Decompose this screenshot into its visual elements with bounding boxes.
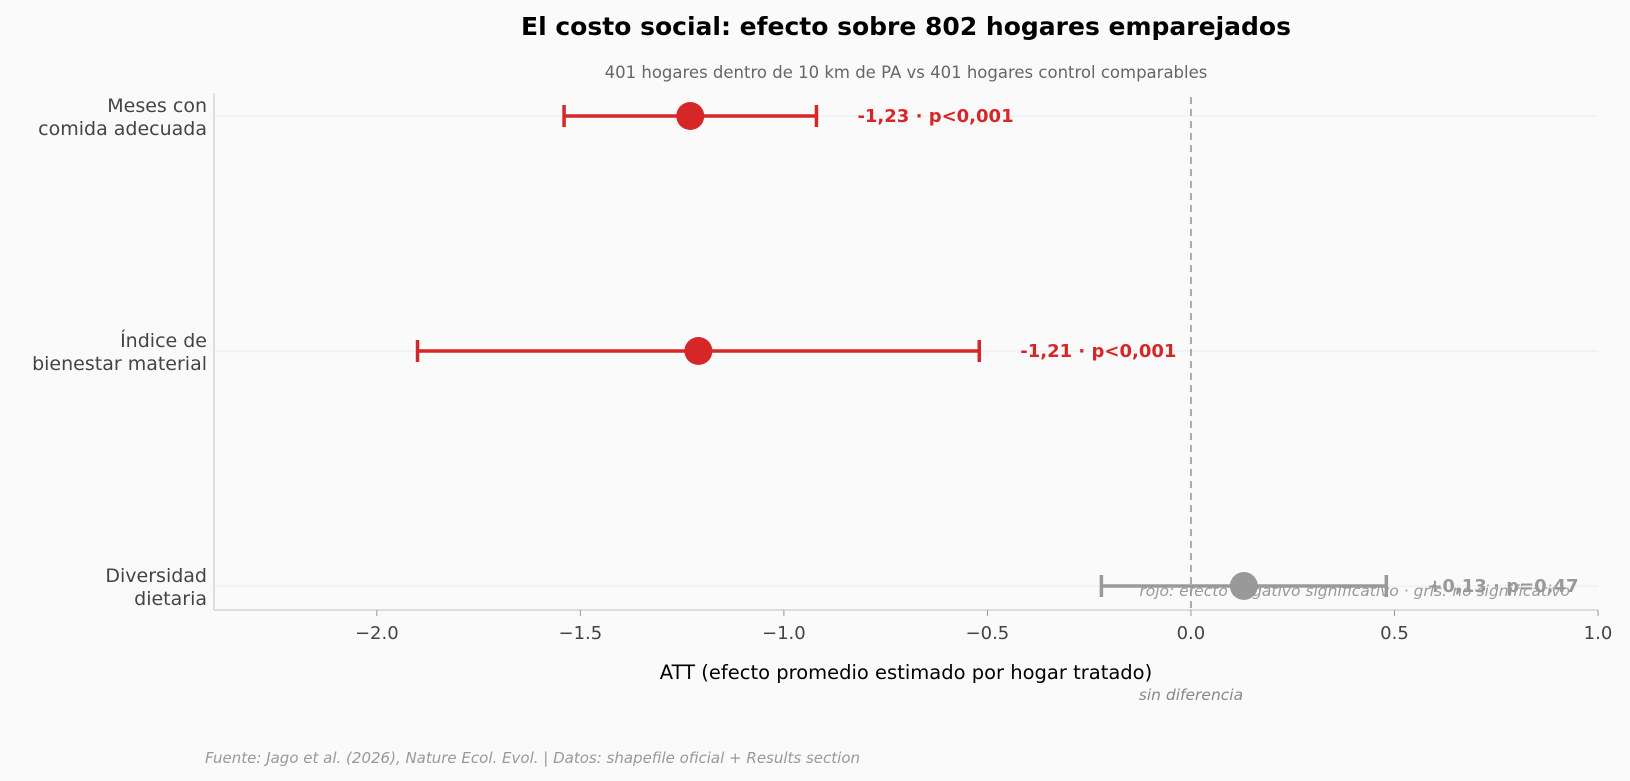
axes: −2.0 −1.5 −1.0 −0.5 0.0 0.5 1.0 [213, 93, 1613, 644]
x-tick-label: −1.0 [762, 623, 806, 644]
x-tick-label: −1.5 [558, 623, 602, 644]
estimate-label: -1,23 · p<0,001 [857, 106, 1013, 127]
point-estimate [1229, 572, 1258, 600]
x-tick-label: −0.5 [966, 623, 1010, 644]
point-estimate [684, 337, 713, 365]
y-tick-label: Diversidad dietaria [105, 565, 207, 610]
y-tick-label: Meses con comida adecuada [38, 95, 207, 140]
estimate-label: +0,13 · p=0,47 [1427, 576, 1578, 597]
chart-title: El costo social: efecto sobre 802 hogare… [521, 12, 1291, 41]
effect-row: Meses con comida adecuada -1,23 · p<0,001 [38, 95, 1013, 140]
y-tick-label: Índice de bienestar material [32, 329, 207, 375]
x-tick-label: −2.0 [355, 623, 399, 644]
data-marks: sin diferencia Meses con comida adecuada -1… [32, 95, 1578, 704]
x-tick-label: 0.5 [1380, 623, 1409, 644]
x-tick-label: 0.0 [1177, 623, 1206, 644]
source-note: Fuente: Jago et al. (2026), Nature Ecol.… [205, 749, 860, 767]
zero-reference-label: sin diferencia [1139, 686, 1243, 704]
color-legend-note: rojo: efecto negativo significativo · gr… [1139, 582, 1570, 600]
x-axis-label: ATT (efecto promedio estimado por hogar … [660, 661, 1152, 684]
chart-subtitle: 401 hogares dentro de 10 km de PA vs 401… [605, 63, 1208, 82]
x-tick-label: 1.0 [1584, 623, 1613, 644]
estimate-label: -1,21 · p<0,001 [1020, 341, 1176, 362]
point-estimate [676, 102, 705, 130]
effect-row: Índice de bienestar material -1,21 · p<0,0… [32, 329, 1176, 375]
effect-row: Diversidad dietaria +0,13 · p=0,47 [105, 565, 1578, 610]
